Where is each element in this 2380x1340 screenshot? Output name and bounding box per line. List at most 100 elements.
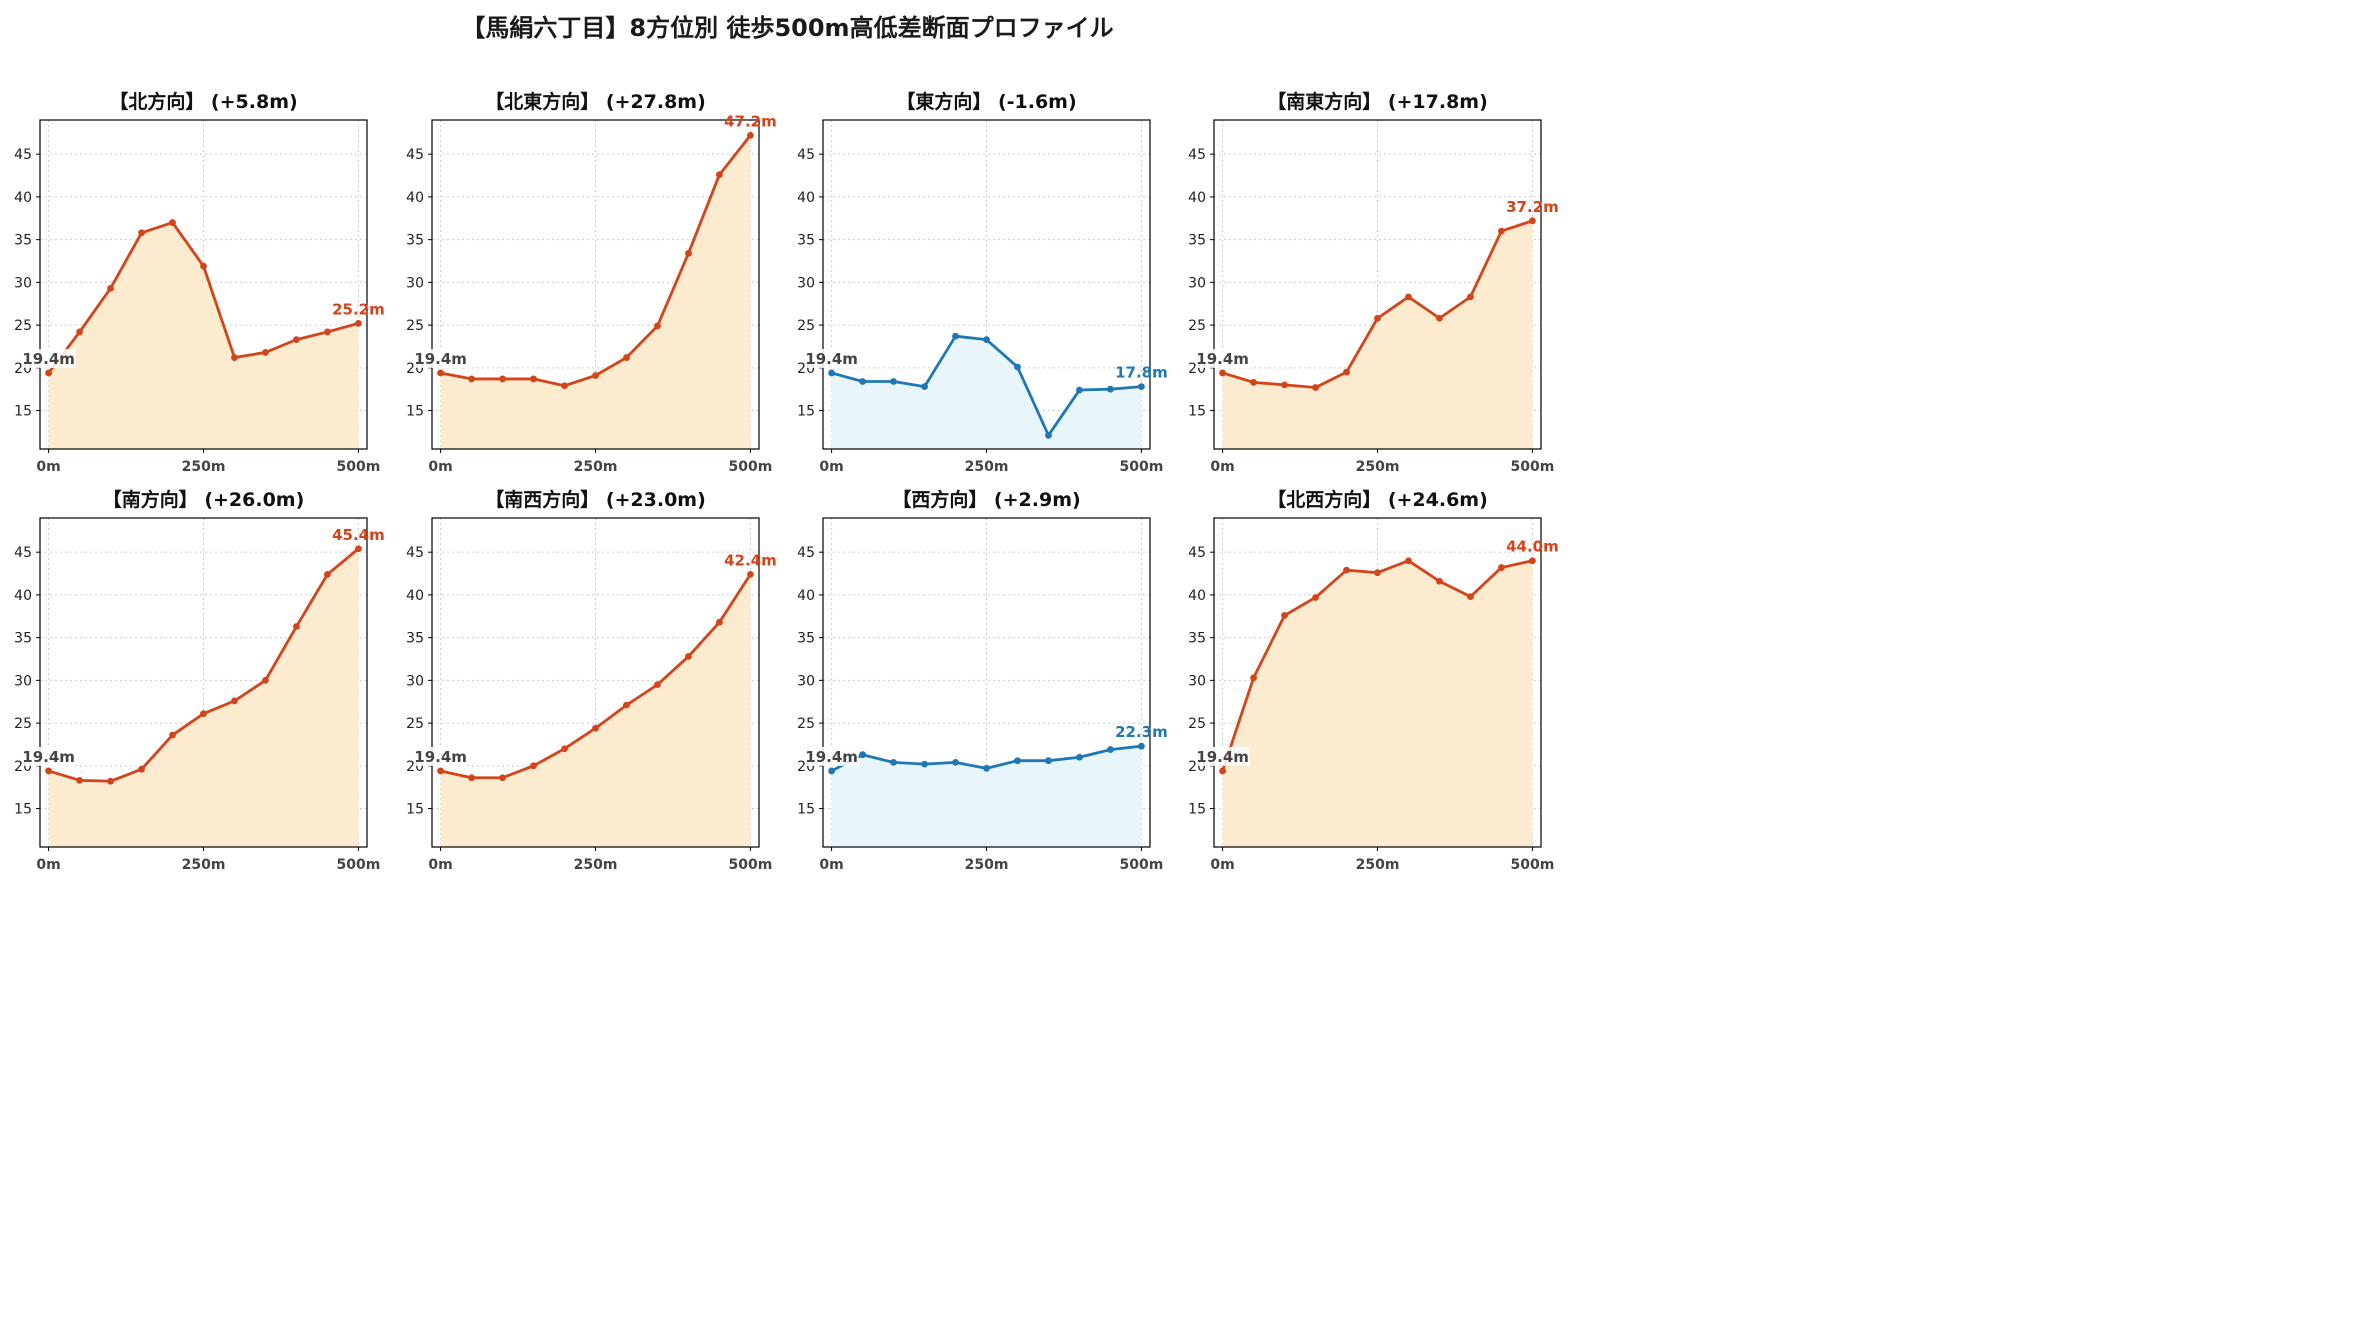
x-tick-label: 250m (965, 459, 1009, 475)
data-point (685, 249, 692, 257)
data-point (747, 131, 754, 139)
x-tick-label: 250m (574, 857, 618, 873)
y-tick-label: 45 (406, 545, 424, 561)
data-point (1076, 753, 1083, 761)
y-tick-label: 40 (1188, 588, 1206, 604)
x-tick-label: 500m (728, 459, 772, 475)
y-tick-label: 30 (14, 275, 32, 291)
x-tick-label: 0m (819, 857, 843, 873)
data-point (1138, 742, 1145, 750)
data-point (716, 618, 723, 626)
x-tick-label: 250m (1356, 857, 1400, 873)
end-label: 44.0m (1506, 538, 1559, 556)
data-point (1219, 369, 1226, 377)
data-point (1107, 746, 1114, 753)
y-tick-label: 15 (797, 802, 815, 818)
y-tick-label: 45 (797, 147, 815, 163)
data-point (45, 369, 52, 377)
data-point (1498, 227, 1505, 235)
data-point (592, 372, 599, 379)
data-point (200, 710, 207, 718)
data-point (1405, 557, 1412, 565)
data-point (324, 328, 331, 336)
y-tick-label: 35 (1188, 631, 1206, 647)
data-point (1138, 383, 1145, 391)
x-tick-label: 0m (428, 857, 452, 873)
y-tick-label: 15 (14, 802, 32, 818)
data-point (355, 545, 362, 553)
data-point (169, 219, 176, 226)
start-label: 19.4m (805, 350, 858, 368)
y-tick-label: 35 (797, 631, 815, 647)
x-tick-label: 500m (728, 857, 772, 873)
data-point (716, 171, 723, 179)
x-tick-label: 500m (1119, 459, 1163, 475)
area-fill (1222, 560, 1533, 847)
data-point (231, 354, 238, 361)
x-tick-label: 0m (1210, 459, 1234, 475)
y-tick-label: 30 (406, 275, 424, 291)
start-label-bg (1195, 348, 1250, 368)
data-point (828, 767, 835, 775)
start-label: 19.4m (1196, 748, 1249, 766)
data-point (654, 322, 661, 330)
data-point (747, 571, 754, 578)
x-tick-label: 250m (182, 459, 226, 475)
y-tick-label: 15 (797, 404, 815, 420)
data-point (1498, 564, 1505, 571)
x-tick-label: 250m (574, 459, 618, 475)
x-tick-label: 500m (336, 857, 380, 873)
data-point (921, 383, 928, 391)
data-point (1076, 386, 1083, 394)
y-tick-label: 45 (14, 147, 32, 163)
data-point (623, 354, 630, 361)
data-point (231, 697, 238, 705)
y-tick-label: 35 (406, 233, 424, 249)
data-point (983, 336, 990, 344)
end-label: 22.3m (1115, 723, 1168, 741)
end-label: 17.8m (1115, 364, 1168, 382)
x-tick-label: 500m (1510, 459, 1554, 475)
data-point (1250, 674, 1257, 682)
end-label: 45.4m (332, 526, 385, 544)
data-point (1219, 767, 1226, 775)
area-fill (440, 135, 751, 449)
data-point (685, 653, 692, 660)
data-point (293, 623, 300, 630)
x-tick-label: 500m (1119, 857, 1163, 873)
x-tick-label: 0m (819, 459, 843, 475)
x-tick-label: 250m (182, 857, 226, 873)
start-label: 19.4m (1196, 350, 1249, 368)
data-point (1045, 431, 1052, 439)
x-tick-label: 500m (1510, 857, 1554, 873)
data-point (1436, 314, 1443, 322)
data-point (1312, 594, 1319, 601)
y-tick-label: 25 (14, 318, 32, 334)
data-point (1374, 569, 1381, 577)
data-point (262, 349, 269, 356)
data-point (169, 731, 176, 739)
data-point (530, 375, 537, 383)
data-point (1343, 368, 1350, 376)
data-point (1312, 384, 1319, 391)
data-point (200, 262, 207, 270)
data-point (45, 767, 52, 775)
data-point (1343, 566, 1350, 574)
start-label: 19.4m (414, 748, 467, 766)
data-point (1014, 757, 1021, 765)
data-point (499, 375, 506, 383)
y-tick-label: 35 (406, 631, 424, 647)
y-tick-label: 15 (1188, 802, 1206, 818)
data-point (1107, 385, 1114, 393)
start-label-bg (804, 348, 859, 368)
end-label: 47.2m (724, 112, 777, 130)
area-fill (831, 746, 1142, 847)
data-point (1529, 217, 1536, 225)
data-point (1250, 378, 1257, 386)
